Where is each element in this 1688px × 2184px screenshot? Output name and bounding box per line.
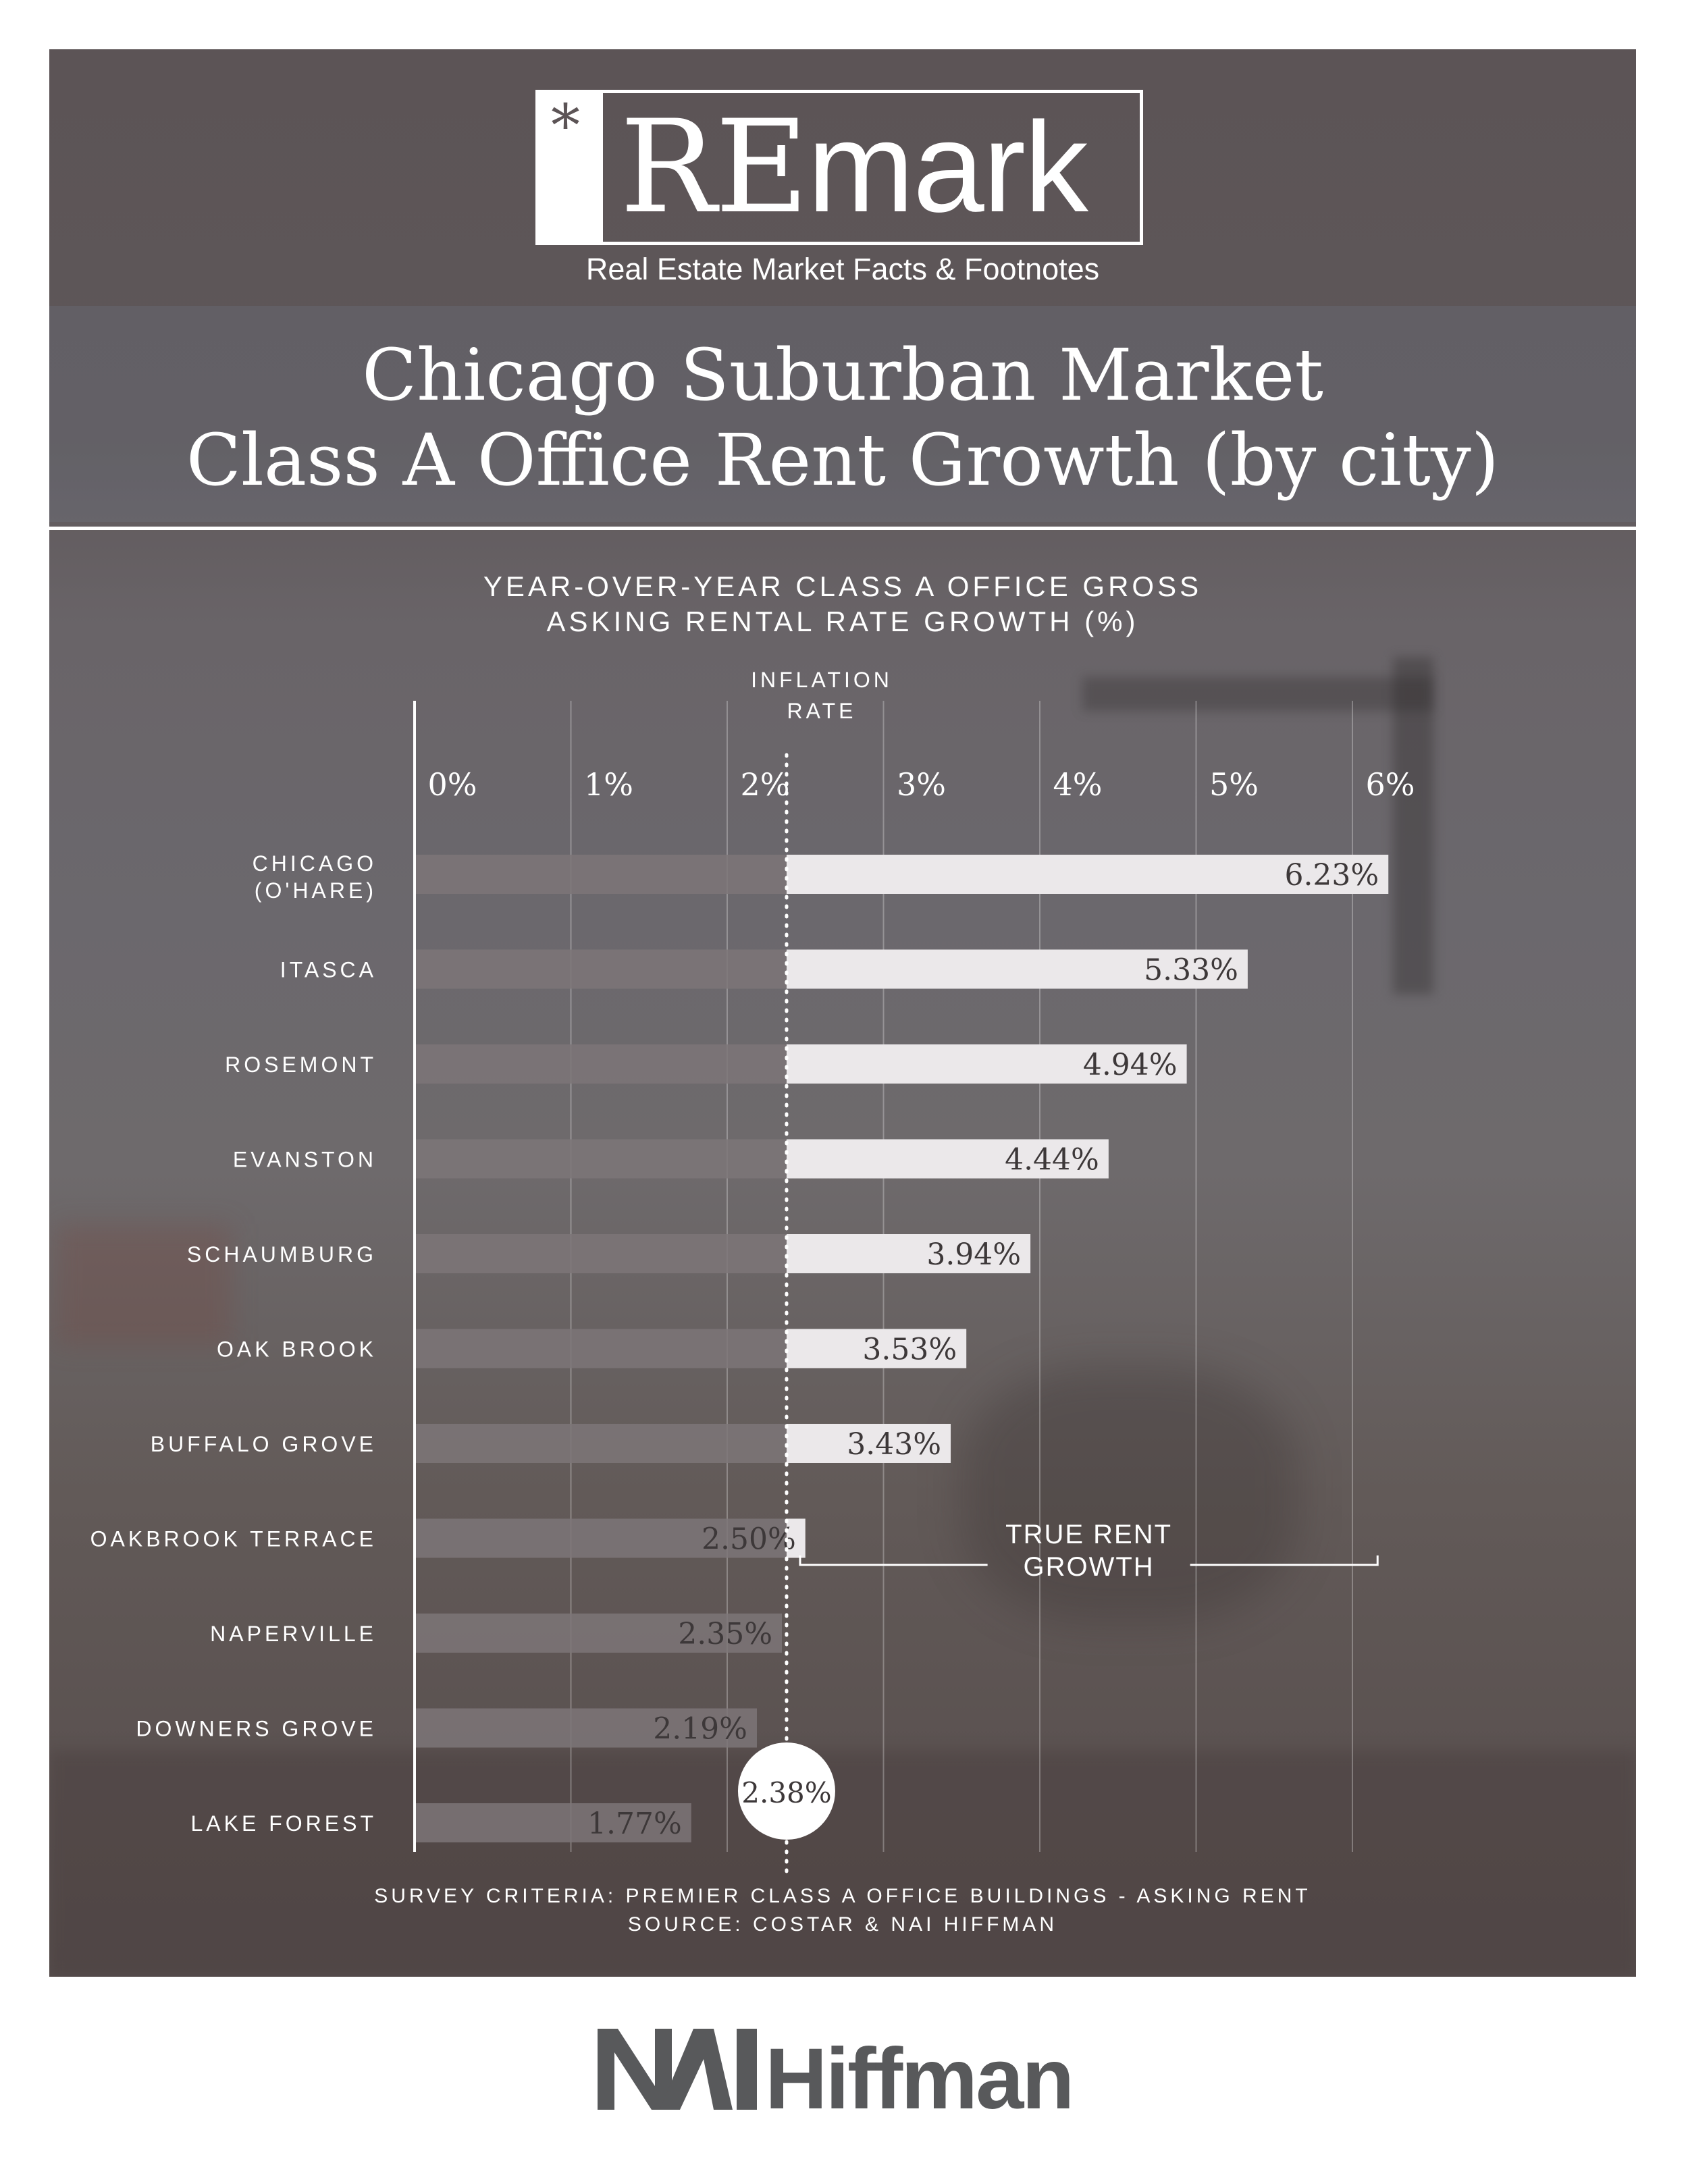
x-tick-label: 2% <box>741 766 790 803</box>
bar-above-inflation <box>786 855 1389 894</box>
bar-below-inflation <box>416 1803 691 1842</box>
bar-below-inflation <box>416 1424 787 1463</box>
bar-below-inflation <box>416 1139 787 1179</box>
title-line-1: Chicago Suburban Market <box>362 334 1323 417</box>
title-line-2: Class A Office Rent Growth (by city) <box>186 419 1500 502</box>
bar-chart: 0% 1% 2% 3% 4% 5% 6% 6.23% CHICAGO(O'HARE) 5.33% I… <box>90 668 1415 1874</box>
inflation-label: INFLATION <box>751 668 893 692</box>
bar-value-label: 3.94% <box>926 1237 1021 1272</box>
bar-above-inflation <box>786 1424 951 1463</box>
category-label: (O'HARE) <box>255 878 377 903</box>
bar-above-inflation <box>786 949 1248 989</box>
tagline: Real Estate Market Facts & Footnotes <box>585 252 1100 286</box>
bar-value-label: 3.53% <box>862 1333 957 1367</box>
bar-value-label: 4.44% <box>1005 1143 1099 1177</box>
page-title: Chicago Suburban Market Class A Office R… <box>49 333 1636 503</box>
x-tick-label: 6% <box>1366 766 1415 803</box>
bar-above-inflation <box>786 1329 967 1368</box>
bar-above-inflation <box>786 1139 1109 1179</box>
bar-value-label: 5.33% <box>1144 953 1238 988</box>
bar-below-inflation <box>416 1044 787 1084</box>
bar-above-inflation <box>786 1518 806 1558</box>
nai-logo-mark <box>598 2029 757 2110</box>
category-label: LAKE FOREST <box>191 1811 377 1836</box>
inflation-label: RATE <box>787 699 856 723</box>
bar-below-inflation <box>416 949 787 989</box>
bar-below-inflation <box>416 1708 757 1748</box>
category-label: OAK BROOK <box>217 1337 377 1362</box>
category-label: ROSEMONT <box>225 1053 377 1077</box>
category-label: BUFFALO GROVE <box>151 1432 377 1456</box>
category-label: DOWNERS GROVE <box>136 1717 377 1741</box>
bar-below-inflation <box>416 1234 787 1273</box>
chart-title-line-2: ASKING RENTAL RATE GROWTH (%) <box>546 606 1139 637</box>
bar-value-label: 2.19% <box>653 1712 747 1747</box>
footnote-survey-criteria: SURVEY CRITERIA: PREMIER CLASS A OFFICE … <box>374 1885 1311 1907</box>
x-tick-label: 5% <box>1209 766 1259 803</box>
nai-hiffman-logo: Hiffman <box>598 2029 1074 2116</box>
logo-bold-part: RE <box>620 92 809 242</box>
bar-below-inflation <box>416 1518 787 1558</box>
logo-asterisk-block: * <box>539 93 603 242</box>
inflation-value-label: 2.38% <box>741 1776 831 1809</box>
bar-value-label: 6.23% <box>1284 858 1379 893</box>
category-label: CHICAGO <box>253 851 377 876</box>
nai-logo-name: Hiffman <box>765 2031 1072 2116</box>
x-tick-label: 4% <box>1053 766 1103 803</box>
chart-title: YEAR-OVER-YEAR CLASS A OFFICE GROSS ASKI… <box>49 569 1636 639</box>
bar-above-inflation <box>786 1234 1031 1273</box>
bar-below-inflation <box>416 1614 783 1653</box>
logo-wordmark: REmark <box>620 92 1088 242</box>
bar-value-label: 2.35% <box>678 1617 772 1651</box>
category-label: EVANSTON <box>233 1148 377 1172</box>
remark-logo: * REmark <box>535 90 1143 245</box>
category-label: OAKBROOK TERRACE <box>90 1527 377 1551</box>
bar-value-label: 1.77% <box>587 1807 682 1841</box>
bar-value-label: 4.94% <box>1083 1048 1178 1082</box>
title-divider <box>49 527 1636 530</box>
category-label: ITASCA <box>280 958 377 982</box>
logo-asterisk: * <box>551 92 580 160</box>
bar-below-inflation <box>416 855 787 894</box>
category-label: SCHAUMBURG <box>187 1242 377 1267</box>
infographic-panel: * REmark Real Estate Market Facts & Foot… <box>49 49 1636 1977</box>
footnote-source: SOURCE: COSTAR & NAI HIFFMAN <box>627 1913 1058 1936</box>
true-rent-growth-label: TRUE RENT <box>1005 1520 1172 1549</box>
chart-title-line-1: YEAR-OVER-YEAR CLASS A OFFICE GROSS <box>483 570 1203 602</box>
x-tick-label: 3% <box>897 766 946 803</box>
bar-above-inflation <box>786 1044 1187 1084</box>
logo-light-part: mark <box>807 96 1088 239</box>
x-tick-label: 0% <box>428 766 477 803</box>
footnote: SURVEY CRITERIA: PREMIER CLASS A OFFICE … <box>49 1882 1636 1939</box>
x-tick-label: 1% <box>584 766 633 803</box>
bar-value-label: 3.43% <box>847 1427 941 1462</box>
true-rent-growth-label: GROWTH <box>1024 1552 1155 1582</box>
category-label: NAPERVILLE <box>210 1622 377 1646</box>
bar-value-label: 2.50% <box>702 1522 796 1557</box>
inflation-value-circle <box>737 1742 835 1840</box>
bar-below-inflation <box>416 1329 787 1368</box>
true-rent-growth-bracket <box>799 1555 1379 1566</box>
